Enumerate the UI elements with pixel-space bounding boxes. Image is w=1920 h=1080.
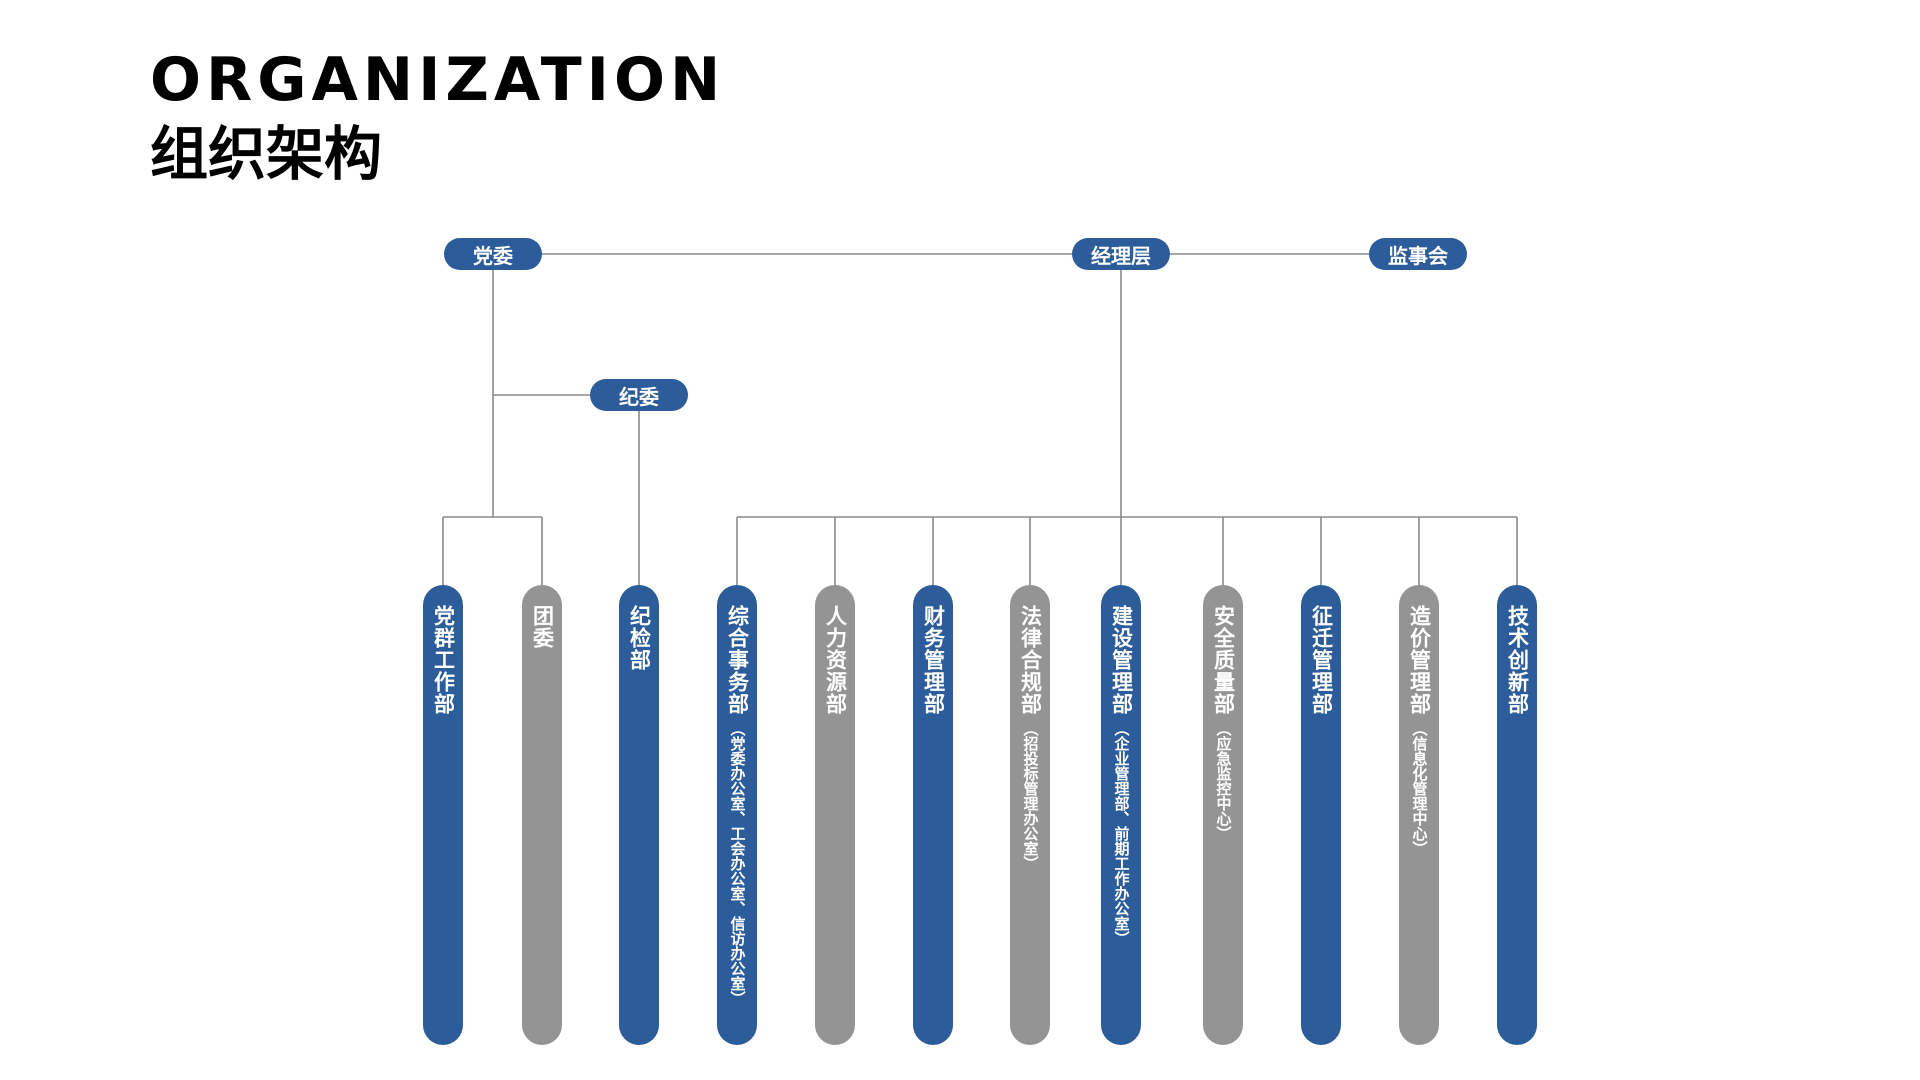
node-discipline-committee: 纪委 <box>590 379 688 411</box>
page-title-cn: 组织架构 <box>150 120 383 188</box>
dept-technology-innovation: 技术创新部 <box>1497 585 1537 1045</box>
dept-label: 征迁管理部 <box>1309 605 1334 715</box>
dept-label: 技术创新部 <box>1505 605 1530 715</box>
dept-sublabel: （招投标管理办公室） <box>1021 721 1040 871</box>
dept-sublabel: （党委办公室、工会办公室、信访办公室） <box>728 721 747 1006</box>
dept-human-resources: 人力资源部 <box>815 585 855 1045</box>
dept-sublabel: （企业管理部、前期工作办公室） <box>1112 721 1131 946</box>
dept-sublabel: （应急监控中心） <box>1214 721 1233 841</box>
node-management: 经理层 <box>1072 238 1170 270</box>
dept-label: 党群工作部 <box>431 605 456 715</box>
dept-label: 建设管理部 <box>1109 605 1134 715</box>
node-party-committee: 党委 <box>444 238 542 270</box>
dept-label: 人力资源部 <box>823 605 848 715</box>
dept-land-acquisition: 征迁管理部 <box>1301 585 1341 1045</box>
dept-discipline-inspection: 纪检部 <box>619 585 659 1045</box>
dept-label: 安全质量部 <box>1211 605 1236 715</box>
dept-label: 综合事务部 <box>725 605 750 715</box>
dept-label: 造价管理部 <box>1407 605 1432 715</box>
dept-label: 团委 <box>530 605 555 649</box>
node-supervisory-board: 监事会 <box>1369 238 1467 270</box>
dept-general-affairs: 综合事务部 （党委办公室、工会办公室、信访办公室） <box>717 585 757 1045</box>
dept-safety-quality: 安全质量部 （应急监控中心） <box>1203 585 1243 1045</box>
dept-label: 财务管理部 <box>921 605 946 715</box>
dept-construction-management: 建设管理部 （企业管理部、前期工作办公室） <box>1101 585 1141 1045</box>
dept-legal-compliance: 法律合规部 （招投标管理办公室） <box>1010 585 1050 1045</box>
dept-label: 纪检部 <box>627 605 652 671</box>
dept-label: 法律合规部 <box>1018 605 1043 715</box>
dept-finance: 财务管理部 <box>913 585 953 1045</box>
page-title-en: ORGANIZATION <box>150 45 726 115</box>
dept-cost-management: 造价管理部 （信息化管理中心） <box>1399 585 1439 1045</box>
dept-party-mass-work: 党群工作部 <box>423 585 463 1045</box>
dept-sublabel: （信息化管理中心） <box>1410 721 1429 856</box>
dept-youth-league: 团委 <box>522 585 562 1045</box>
